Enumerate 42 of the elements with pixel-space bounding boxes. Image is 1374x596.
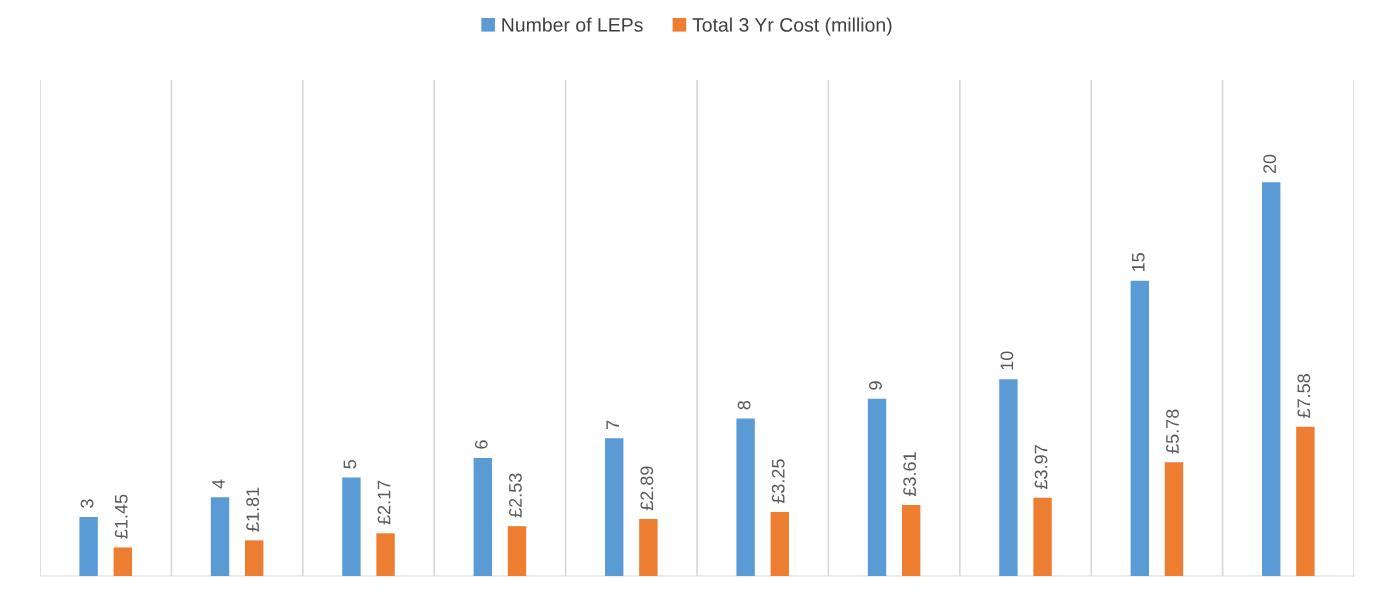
data-label: 4 xyxy=(212,479,225,489)
bar xyxy=(867,398,887,576)
bar xyxy=(901,504,921,576)
data-label: £2.89 xyxy=(640,466,654,511)
data-label: 15 xyxy=(1132,253,1145,272)
bar xyxy=(1296,426,1315,576)
bar xyxy=(999,379,1018,576)
data-label: 10 xyxy=(1000,351,1014,370)
data-label: £2.53 xyxy=(509,473,522,518)
data-label: £2.17 xyxy=(377,480,391,525)
bar xyxy=(1033,497,1052,576)
bar xyxy=(1130,280,1150,576)
bar xyxy=(79,516,98,576)
bar xyxy=(473,457,493,576)
bar xyxy=(244,540,264,576)
bar xyxy=(639,519,658,576)
bar xyxy=(210,497,230,576)
data-label: £5.78 xyxy=(1166,409,1179,454)
data-label: £1.81 xyxy=(246,487,260,532)
bar xyxy=(605,438,624,576)
data-label: £7.58 xyxy=(1297,374,1311,418)
bar xyxy=(113,547,132,576)
data-label: 3 xyxy=(80,499,94,508)
data-label: 20 xyxy=(1263,154,1277,174)
bar xyxy=(770,512,789,576)
bar xyxy=(736,418,755,576)
legend-label: Total 3 Yr Cost (million) xyxy=(692,17,892,36)
data-label: £3.61 xyxy=(903,452,917,497)
bar xyxy=(1164,462,1184,576)
bar xyxy=(507,526,527,576)
data-label: 8 xyxy=(737,400,751,410)
data-label: 9 xyxy=(869,381,882,390)
bar xyxy=(342,477,361,576)
data-label: 7 xyxy=(606,420,619,429)
data-label: 6 xyxy=(474,440,488,449)
data-label: 5 xyxy=(343,459,357,469)
data-label: £3.97 xyxy=(1034,445,1048,490)
data-label: £1.45 xyxy=(114,494,128,539)
legend-label: Number of LEPs xyxy=(502,17,643,32)
bar xyxy=(376,533,395,576)
data-label: £3.25 xyxy=(771,459,785,504)
bar xyxy=(1262,182,1281,576)
